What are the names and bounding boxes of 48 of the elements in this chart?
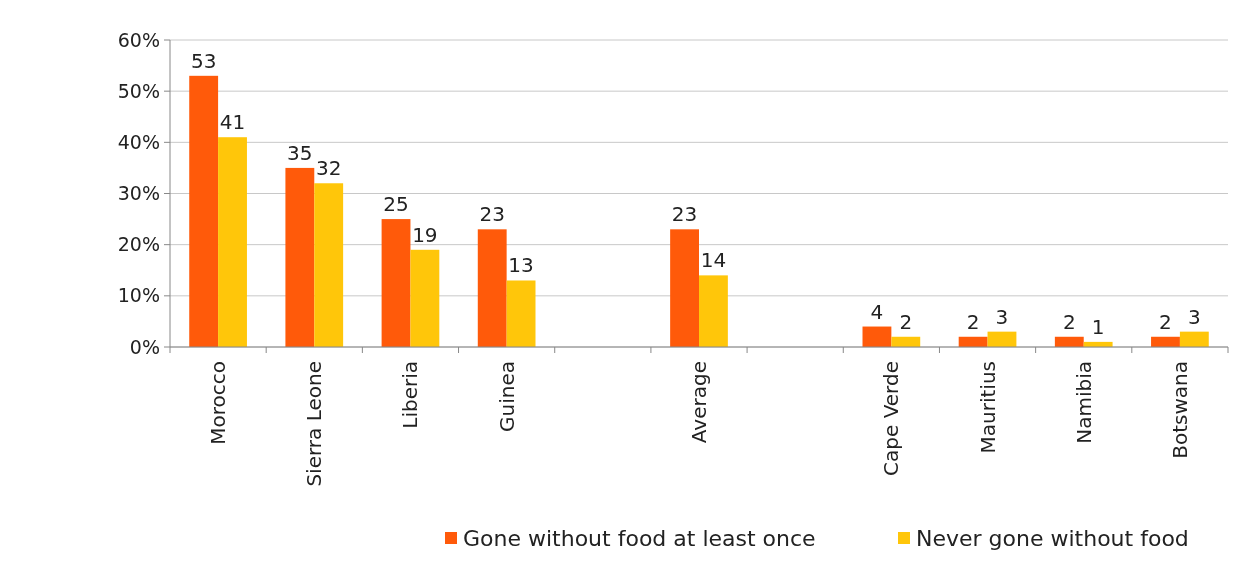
x-tick-label: Liberia [398,361,423,429]
legend-label: Never gone without food [916,525,1189,551]
data-label: 2 [1062,309,1076,334]
data-label: 1 [1091,314,1105,339]
bar [862,326,892,347]
data-label: 3 [1187,304,1201,329]
y-tick-label: 40% [117,130,160,153]
data-label: 25 [383,192,409,217]
data-label: 3 [995,304,1009,329]
y-tick-label: 60% [117,28,160,51]
bar [410,249,440,347]
data-label: 53 [190,48,217,73]
data-label: 2 [966,309,980,334]
data-label: 19 [412,222,438,247]
data-label: 2 [899,309,913,334]
legend-label: Gone without food at least once [463,525,816,551]
bar [506,280,536,347]
y-tick-label: 30% [117,182,160,205]
x-tick-label: Botswana [1167,361,1192,459]
data-label: 23 [479,202,505,227]
bar [189,75,219,347]
data-label: 2 [1159,309,1172,334]
bar [1179,331,1209,347]
x-tick-label: Mauritius [975,361,1000,454]
data-label: 32 [315,156,342,181]
data-label: 41 [219,110,246,135]
x-tick-label: Cape Verde [879,361,904,476]
data-label: 23 [671,202,698,227]
x-tick-label: Average [687,361,711,444]
bar [218,137,247,347]
bar [381,219,411,347]
bar [477,229,507,347]
bar [670,229,699,347]
y-tick-label: 10% [117,284,160,307]
x-tick-label: Sierra Leone [302,361,327,487]
y-tick-label: 0% [129,335,160,358]
x-tick-label: Guinea [494,361,519,432]
y-tick-label: 20% [117,233,160,256]
y-tick-label: 50% [117,79,160,102]
data-label: 13 [508,253,534,278]
data-label: 14 [700,248,727,273]
data-label: 4 [870,299,884,324]
x-tick-label: Morocco [206,361,231,445]
x-tick-label: Namibia [1071,361,1096,444]
bar [699,275,728,347]
bar [314,183,344,347]
bar [285,167,315,347]
data-label: 35 [287,140,313,165]
